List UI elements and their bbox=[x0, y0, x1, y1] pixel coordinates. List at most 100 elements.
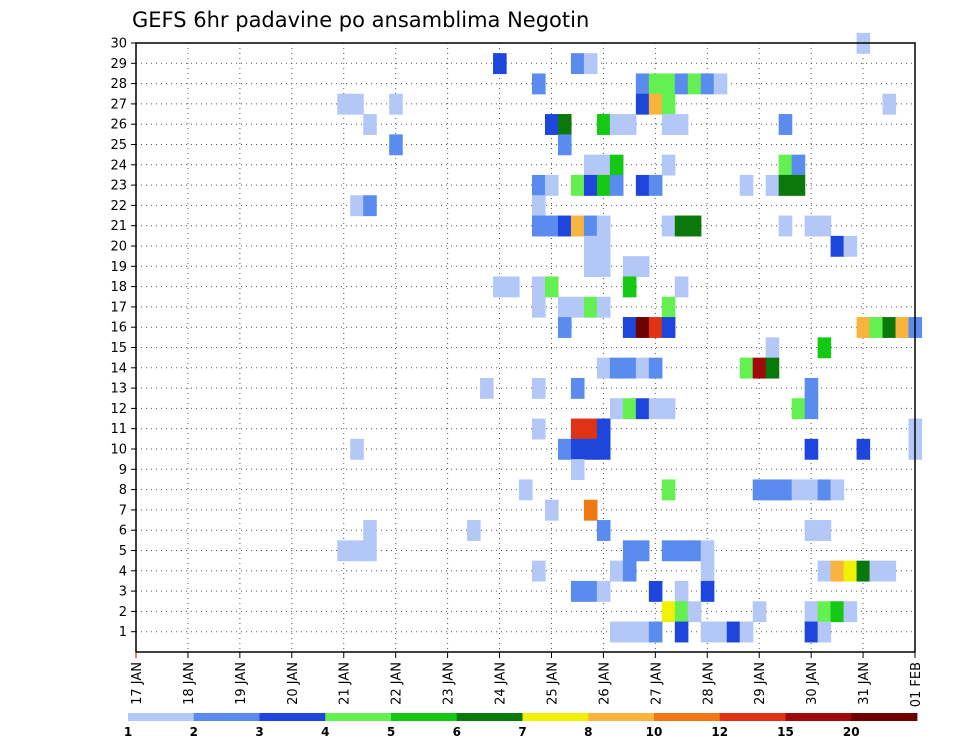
precip-cell bbox=[648, 357, 663, 379]
precip-cell bbox=[570, 215, 585, 237]
plot-frame bbox=[135, 42, 916, 653]
precip-cell bbox=[635, 357, 650, 379]
precip-cell bbox=[635, 398, 650, 420]
precip-cell bbox=[622, 276, 637, 298]
y-tick-label: 29 bbox=[110, 57, 127, 72]
precip-cell bbox=[804, 520, 819, 541]
precip-cell bbox=[817, 601, 832, 623]
precip-cell bbox=[596, 154, 611, 176]
chart-title: GEFS 6hr padavine po ansamblima Negotin bbox=[132, 8, 589, 32]
precip-cell bbox=[609, 398, 624, 420]
y-tick-label: 14 bbox=[110, 361, 127, 376]
y-tick-label: 5 bbox=[119, 544, 127, 559]
precip-cell bbox=[713, 73, 728, 95]
precip-cell bbox=[544, 276, 559, 298]
precip-cell bbox=[622, 621, 637, 643]
precip-cell bbox=[674, 601, 689, 623]
precip-cell bbox=[674, 114, 689, 135]
colorbar-label: 3 bbox=[255, 725, 263, 739]
precip-cell bbox=[570, 418, 585, 440]
colorbar-segment bbox=[654, 713, 721, 721]
precip-cell bbox=[635, 540, 650, 562]
precip-cell bbox=[765, 357, 780, 379]
precip-cell bbox=[596, 357, 611, 379]
precip-cell bbox=[467, 520, 481, 541]
precip-cell bbox=[583, 174, 598, 196]
colorbar-segment bbox=[719, 713, 786, 721]
precip-cell bbox=[804, 215, 819, 237]
precip-cell bbox=[531, 418, 546, 440]
precip-cell bbox=[557, 296, 572, 318]
precip-cell bbox=[700, 560, 715, 582]
precip-cell bbox=[350, 540, 364, 562]
y-tick-label: 12 bbox=[110, 402, 127, 417]
y-tick-label: 15 bbox=[110, 341, 127, 356]
precip-cell bbox=[830, 601, 845, 623]
precip-cell bbox=[700, 621, 715, 643]
x-tick-label: 28 JAN bbox=[701, 662, 716, 705]
precip-cell bbox=[687, 215, 702, 237]
precip-cell bbox=[648, 93, 663, 115]
colorbar-segment bbox=[456, 713, 523, 721]
precip-cell bbox=[583, 154, 598, 176]
precip-cell bbox=[882, 317, 897, 338]
precip-cell bbox=[570, 580, 585, 602]
colorbar-segment bbox=[259, 713, 326, 721]
precip-cell bbox=[531, 560, 546, 582]
precip-cell bbox=[609, 621, 624, 643]
precip-cell bbox=[739, 621, 754, 643]
precip-cell bbox=[557, 317, 572, 338]
colorbar-segment bbox=[522, 713, 589, 721]
precip-cell bbox=[817, 337, 832, 359]
precip-cell bbox=[817, 215, 832, 237]
precip-cell bbox=[337, 540, 351, 562]
precip-cell bbox=[856, 438, 871, 460]
precip-cell bbox=[778, 174, 793, 196]
precip-cell bbox=[817, 621, 832, 643]
y-tick-label: 20 bbox=[110, 240, 127, 255]
x-tick-label: 24 JAN bbox=[494, 662, 509, 705]
precip-cell bbox=[830, 479, 845, 501]
y-tick-label: 7 bbox=[119, 503, 127, 518]
colorbar-segment bbox=[851, 713, 918, 721]
precip-cell bbox=[817, 479, 832, 501]
precip-cell bbox=[557, 114, 572, 135]
colorbar-label: 2 bbox=[190, 725, 198, 739]
precip-cell bbox=[661, 215, 676, 237]
x-tick-label: 30 JAN bbox=[805, 662, 820, 705]
precip-cell bbox=[635, 621, 650, 643]
colorbar-label: 12 bbox=[711, 725, 728, 739]
colorbar-label: 10 bbox=[646, 725, 663, 739]
precip-cell bbox=[661, 154, 676, 176]
precip-cell bbox=[830, 235, 845, 257]
precip-cell bbox=[622, 560, 637, 582]
y-tick-label: 23 bbox=[110, 179, 127, 194]
precip-cell bbox=[778, 114, 793, 135]
precip-cell bbox=[817, 520, 832, 541]
precip-cell bbox=[635, 256, 650, 278]
precip-cell bbox=[609, 114, 624, 135]
gridlines bbox=[136, 43, 915, 652]
precip-cell bbox=[596, 580, 611, 602]
precip-cell bbox=[778, 479, 793, 501]
y-tick-label: 6 bbox=[119, 524, 127, 539]
precip-cell bbox=[609, 154, 624, 176]
precip-cell bbox=[804, 398, 819, 420]
precip-cell bbox=[778, 215, 793, 237]
precip-cell bbox=[635, 73, 650, 95]
precip-cell bbox=[531, 73, 546, 95]
precip-cell bbox=[583, 580, 598, 602]
colorbar-label: 5 bbox=[387, 725, 395, 739]
precip-cell bbox=[544, 114, 559, 135]
precip-cell bbox=[752, 601, 767, 623]
precip-cell bbox=[804, 438, 819, 460]
precip-cell bbox=[661, 540, 676, 562]
x-tick-label: 20 JAN bbox=[286, 662, 301, 705]
precip-cell bbox=[531, 195, 546, 217]
y-tick-label: 27 bbox=[110, 97, 127, 112]
precip-cell bbox=[350, 195, 364, 217]
precip-cell bbox=[752, 479, 767, 501]
precip-cell bbox=[882, 93, 897, 115]
precip-cell bbox=[661, 601, 676, 623]
